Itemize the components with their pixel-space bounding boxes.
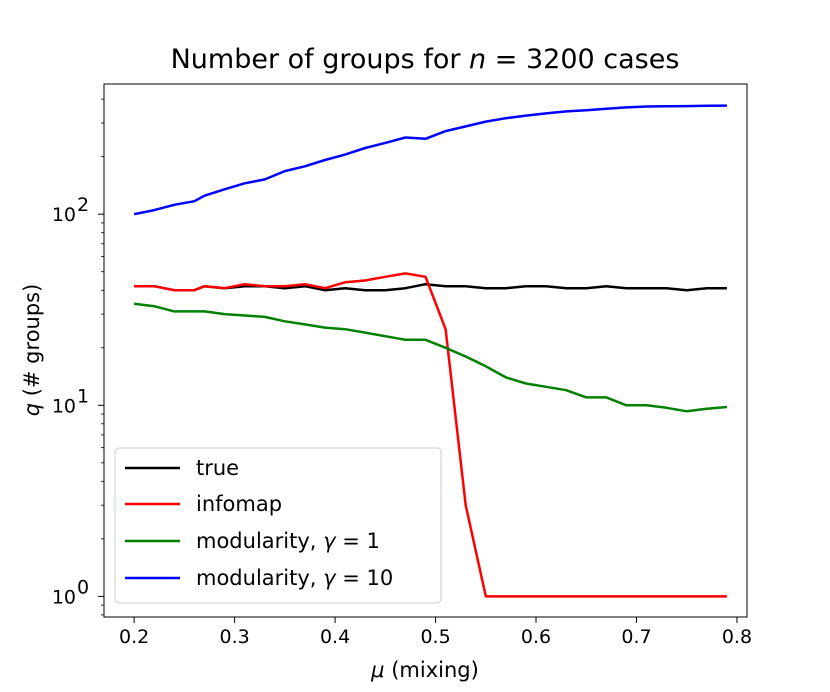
chart-title: Number of groups for n = 3200 cases xyxy=(171,44,680,75)
y-tick-label: 10 xyxy=(52,395,76,417)
plot-frame xyxy=(103,83,748,618)
x-axis-label: μ (mixing) xyxy=(370,658,479,682)
legend-label-modularity-1-pre: modularity, xyxy=(196,529,323,553)
legend-label-modularity-10-var: γ xyxy=(323,566,337,590)
y-minor-ticks xyxy=(101,98,104,616)
series-lines xyxy=(133,104,728,598)
series-line-modularity-1 xyxy=(133,302,728,413)
x-tick-label: 0.2 xyxy=(119,626,149,648)
y-axis-label-rest: (# groups) xyxy=(20,284,44,403)
legend: true infomap modularity, γ = 1 modularit… xyxy=(114,447,442,604)
x-tick-label: 0.4 xyxy=(320,626,350,648)
x-tick-label: 0.7 xyxy=(621,626,651,648)
title-eq: = 3200 cases xyxy=(486,44,679,75)
x-tick-label: 0.3 xyxy=(220,626,250,648)
y-tick-label: 10 xyxy=(52,204,76,226)
legend-box xyxy=(114,447,442,604)
title-pre: Number of groups for xyxy=(171,44,469,75)
x-axis-label-var: μ xyxy=(370,658,384,682)
legend-label-modularity-10: modularity, γ = 10 xyxy=(196,566,393,590)
legend-label-true: true xyxy=(196,456,239,480)
legend-label-modularity-1: modularity, γ = 1 xyxy=(196,529,380,553)
legend-label-modularity-1-post: = 1 xyxy=(336,529,380,553)
x-tick-label: 0.5 xyxy=(420,626,450,648)
x-tick-label: 0.8 xyxy=(722,626,752,648)
legend-label-modularity-10-post: = 10 xyxy=(336,566,394,590)
series-line-infomap xyxy=(134,272,727,598)
y-tick-exponent: 1 xyxy=(77,385,89,407)
legend-label-infomap: infomap xyxy=(196,492,282,516)
y-tick-label: 10 xyxy=(52,586,76,608)
legend-label-modularity-10-pre: modularity, xyxy=(196,566,323,590)
title-var: n xyxy=(469,44,486,75)
y-axis-label: q (# groups) xyxy=(20,284,44,417)
y-axis-label-var: q xyxy=(20,403,44,416)
x-axis-label-rest: (mixing) xyxy=(385,658,479,682)
series-line-modularity-10 xyxy=(133,104,727,216)
x-axis-ticks: 0.2 0.3 0.4 0.5 0.6 0.7 0.8 xyxy=(119,617,752,648)
legend-label-modularity-1-var: γ xyxy=(323,529,337,553)
y-tick-exponent: 0 xyxy=(77,576,89,598)
y-tick-exponent: 2 xyxy=(77,194,89,216)
x-tick-label: 0.6 xyxy=(521,626,551,648)
